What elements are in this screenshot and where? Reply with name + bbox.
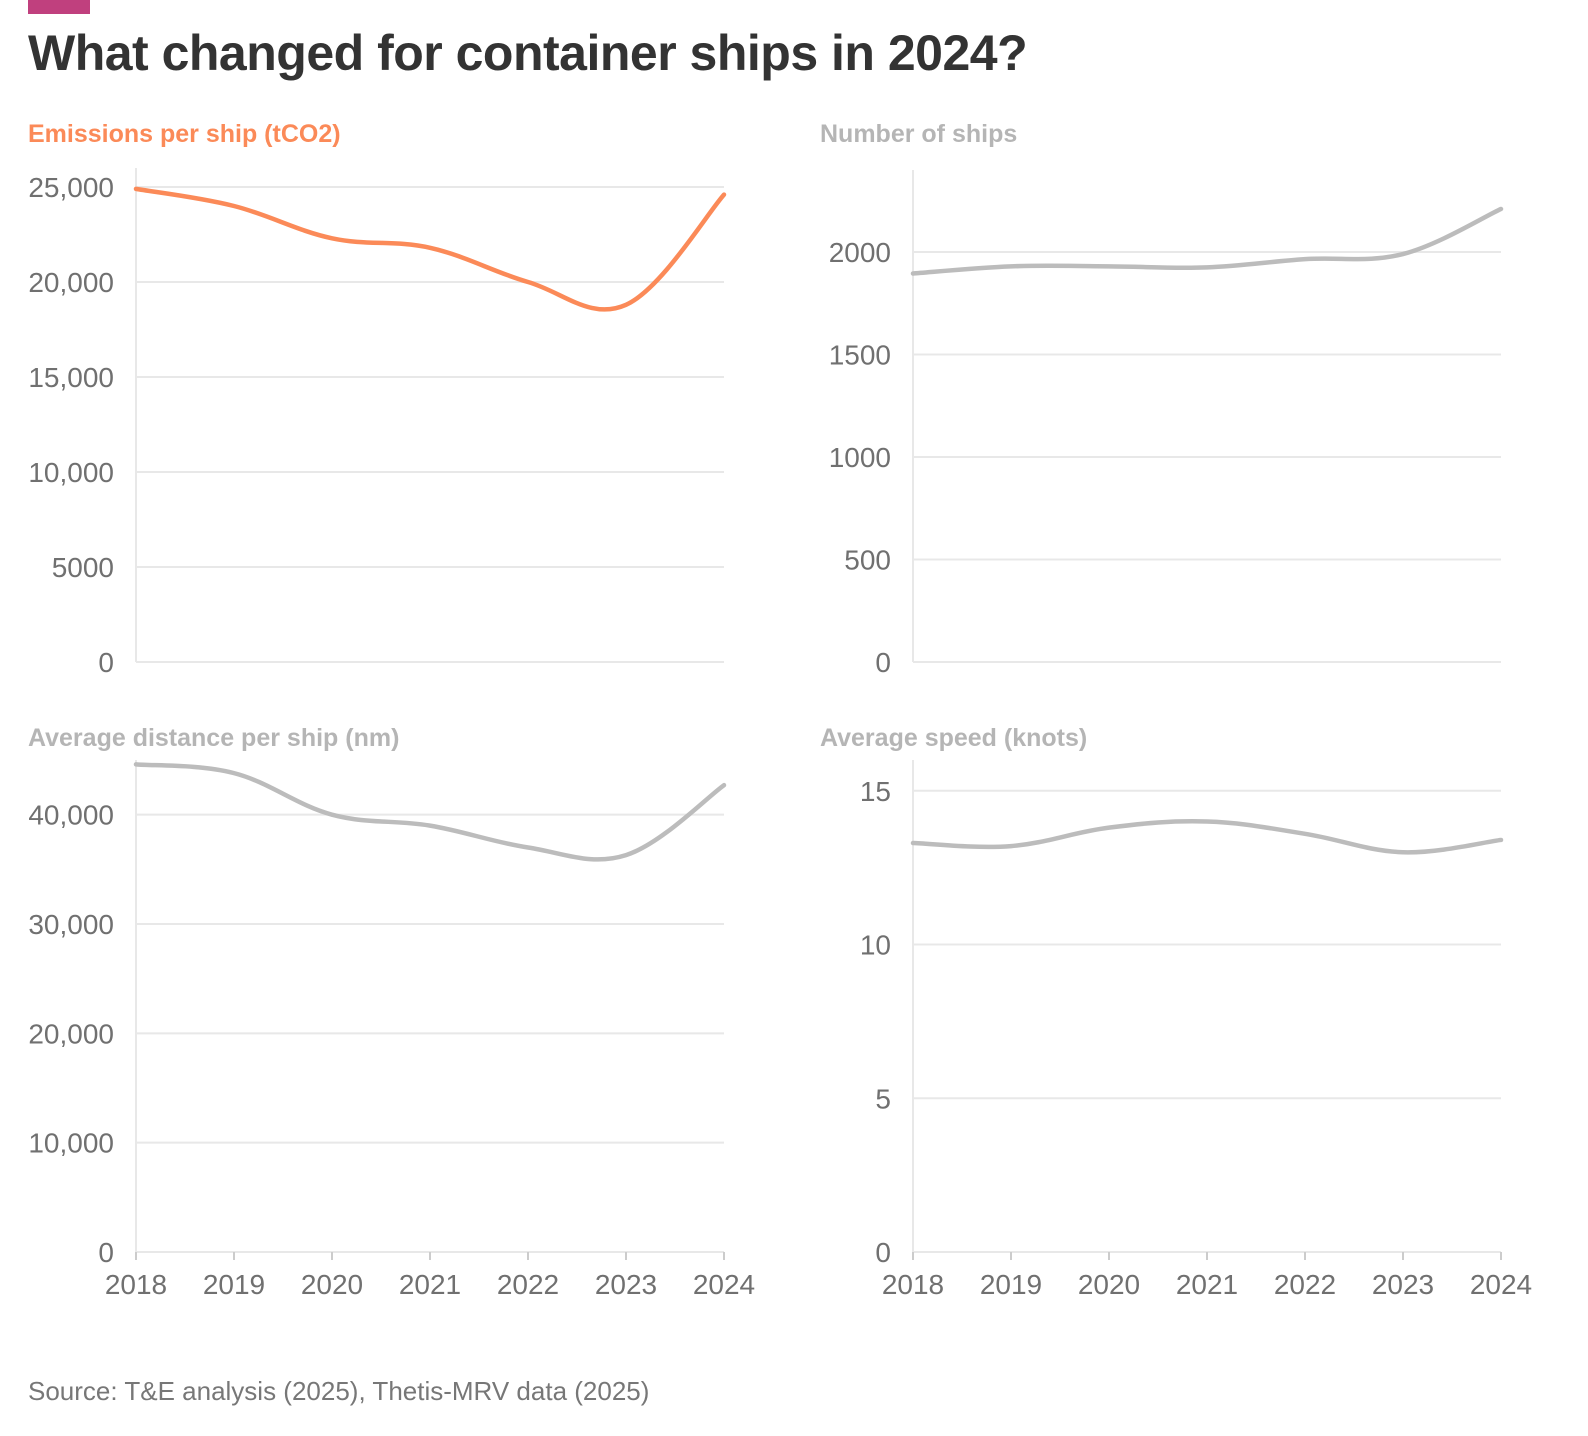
series-line <box>133 762 727 862</box>
x-tick-label: 2020 <box>1078 1269 1140 1300</box>
y-tick-label: 40,000 <box>28 800 114 831</box>
y-tick-label: 10,000 <box>28 1128 114 1159</box>
y-tick-label: 20,000 <box>28 267 114 298</box>
y-tick-label: 1500 <box>829 340 891 371</box>
panel-title-ships: Number of ships <box>820 120 1018 148</box>
y-tick-label: 2000 <box>829 237 891 268</box>
x-tick-label: 2023 <box>1372 1269 1434 1300</box>
y-tick-label: 10,000 <box>28 457 114 488</box>
x-tick-label: 2018 <box>882 1269 944 1300</box>
page-title: What changed for container ships in 2024… <box>28 25 1028 81</box>
y-tick-label: 0 <box>875 1237 891 1268</box>
y-tick-label: 15 <box>860 776 891 807</box>
x-tick-label: 2024 <box>693 1269 755 1300</box>
brand-accent-bar <box>28 0 90 14</box>
panel-title-speed: Average speed (knots) <box>820 724 1088 752</box>
x-tick-label: 2018 <box>105 1269 167 1300</box>
panel-title-emissions: Emissions per ship (tCO2) <box>28 120 341 148</box>
source-note: Source: T&E analysis (2025), Thetis-MRV … <box>28 1376 650 1406</box>
series-line <box>133 186 727 312</box>
y-tick-label: 500 <box>844 545 891 576</box>
y-tick-label: 0 <box>875 647 891 678</box>
y-tick-label: 30,000 <box>28 909 114 940</box>
y-tick-label: 25,000 <box>28 172 114 203</box>
x-tick-label: 2019 <box>980 1269 1042 1300</box>
x-tick-label: 2024 <box>1470 1269 1532 1300</box>
y-tick-label: 20,000 <box>28 1018 114 1049</box>
x-tick-label: 2023 <box>595 1269 657 1300</box>
x-tick-label: 2022 <box>1274 1269 1336 1300</box>
series-line <box>910 819 1504 855</box>
panel-title-distance: Average distance per ship (nm) <box>28 724 400 752</box>
y-tick-label: 5000 <box>52 552 114 583</box>
x-tick-label: 2021 <box>1176 1269 1238 1300</box>
y-tick-label: 15,000 <box>28 362 114 393</box>
x-tick-label: 2022 <box>497 1269 559 1300</box>
y-tick-label: 0 <box>98 647 114 678</box>
y-tick-label: 10 <box>860 930 891 961</box>
y-tick-label: 1000 <box>829 442 891 473</box>
series-line <box>910 206 1504 276</box>
x-tick-label: 2019 <box>203 1269 265 1300</box>
y-tick-label: 5 <box>875 1083 891 1114</box>
x-tick-label: 2021 <box>399 1269 461 1300</box>
x-tick-label: 2020 <box>301 1269 363 1300</box>
y-tick-label: 0 <box>98 1237 114 1268</box>
